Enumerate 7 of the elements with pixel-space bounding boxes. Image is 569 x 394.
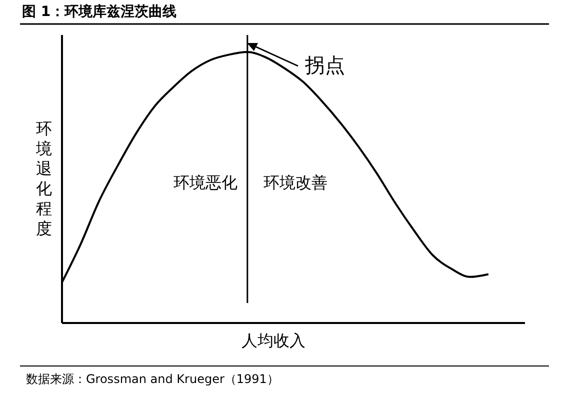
x-axis-title: 人均收入: [242, 331, 306, 350]
annotation: 环境恶化: [173, 173, 238, 192]
chart-title: 图 1：环境库兹涅茨曲线: [22, 3, 177, 20]
source-note: 数据来源：Grossman and Krueger（1991）: [26, 372, 279, 386]
y-axis-title: 环境退化程度: [35, 119, 52, 238]
annotation: 拐点: [304, 53, 345, 77]
annotation: 环境改善: [263, 173, 328, 192]
